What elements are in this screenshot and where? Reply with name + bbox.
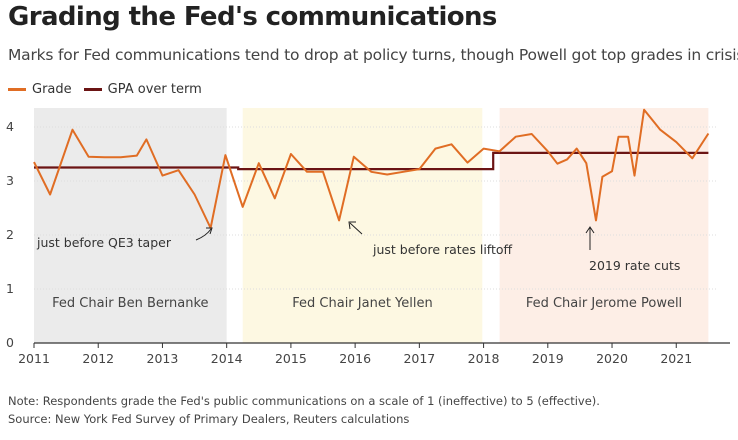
band-label-1: Fed Chair Janet Yellen bbox=[292, 296, 432, 311]
x-tick-label-2020: 2020 bbox=[596, 351, 628, 366]
x-tick-label-2011: 2011 bbox=[18, 351, 50, 366]
series-line-grade bbox=[33, 108, 710, 229]
legend-swatch-gpa bbox=[83, 88, 102, 91]
chart-subtitle: Marks for Fed communications tend to dro… bbox=[8, 46, 738, 64]
arrow-rates-liftoff bbox=[349, 222, 363, 235]
band-2 bbox=[499, 108, 709, 343]
series-lines bbox=[33, 108, 710, 229]
legend-label-grade: Grade bbox=[32, 82, 72, 97]
annotation-2019-rate-cuts: 2019 rate cuts bbox=[589, 258, 680, 273]
legend: Grade GPA over term bbox=[8, 82, 214, 97]
x-tick-label-2015: 2015 bbox=[275, 351, 307, 366]
x-tick-label-2016: 2016 bbox=[339, 351, 371, 366]
y-tick-label-3: 3 bbox=[6, 173, 14, 188]
arrow-qe3-taper bbox=[195, 228, 212, 241]
axes: 0 1 2 3 4 2011 2012 2013 2014 2015 2016 2017 2018 201… bbox=[6, 119, 730, 366]
legend-label-gpa: GPA over term bbox=[107, 82, 202, 97]
band-label-0: Fed Chair Ben Bernanke bbox=[52, 296, 208, 311]
y-tick-label-2: 2 bbox=[6, 227, 14, 242]
series-line-gpa-over-term bbox=[34, 151, 709, 171]
source-credit: Source: New York Fed Survey of Primary D… bbox=[8, 412, 410, 426]
chair-term-bands: Fed Chair Ben Bernanke Fed Chair Janet Ye… bbox=[34, 108, 709, 343]
x-tick-label-2021: 2021 bbox=[660, 351, 692, 366]
x-tick-label-2018: 2018 bbox=[468, 351, 500, 366]
chart-title: Grading the Fed's communications bbox=[8, 2, 497, 32]
annotations: just before QE3 taper just before rates l… bbox=[36, 221, 680, 273]
legend-item-grade: Grade bbox=[8, 82, 72, 97]
y-tick-label-1: 1 bbox=[6, 281, 14, 296]
arrowhead-2019-rate-cuts bbox=[585, 226, 595, 234]
y-tick-label-4: 4 bbox=[6, 119, 14, 134]
legend-swatch-grade bbox=[8, 88, 26, 91]
x-tick-label-2012: 2012 bbox=[82, 351, 114, 366]
arrowhead-rates-liftoff bbox=[348, 221, 356, 230]
x-tick-label-2013: 2013 bbox=[147, 351, 179, 366]
annotation-qe3-taper: just before QE3 taper bbox=[36, 235, 172, 250]
x-tick-label-2019: 2019 bbox=[532, 351, 564, 366]
legend-item-gpa: GPA over term bbox=[83, 82, 202, 97]
y-tick-label-0: 0 bbox=[6, 335, 14, 350]
x-tick-label-2014: 2014 bbox=[211, 351, 243, 366]
annotation-rates-liftoff: just before rates liftoff bbox=[372, 242, 513, 257]
gridlines bbox=[34, 126, 718, 290]
x-tick-label-2017: 2017 bbox=[403, 351, 435, 366]
footnote: Note: Respondents grade the Fed's public… bbox=[8, 394, 600, 408]
arrowhead-qe3-taper bbox=[206, 227, 213, 235]
band-label-2: Fed Chair Jerome Powell bbox=[526, 296, 682, 311]
